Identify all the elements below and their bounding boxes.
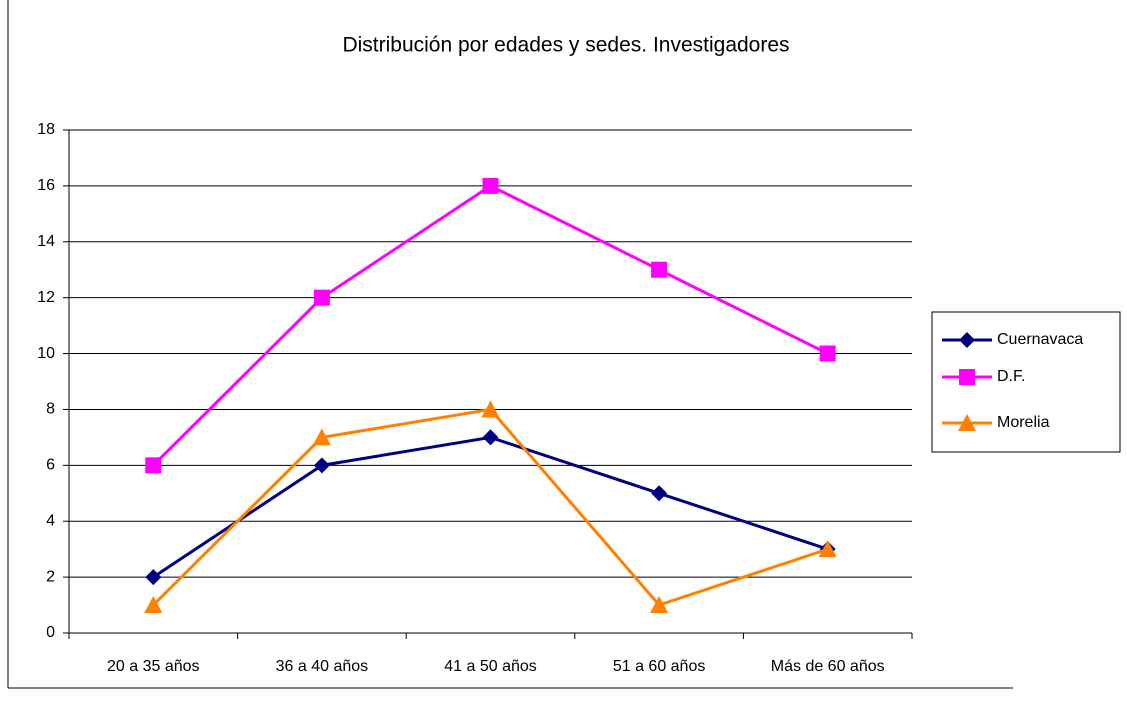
legend-label: D.F. [997, 368, 1025, 385]
data-point [313, 289, 330, 306]
legend-marker [959, 369, 975, 385]
legend-marker [958, 414, 976, 431]
data-point [651, 261, 668, 278]
data-point [313, 457, 330, 474]
data-point [481, 400, 500, 418]
data-point [650, 596, 669, 614]
data-point [819, 345, 836, 362]
chart-title: Distribución por edades y sedes. Investi… [342, 34, 789, 57]
x-tick-label: 36 a 40 años [276, 658, 369, 675]
data-point [818, 540, 837, 558]
y-tick-label: 4 [46, 512, 55, 529]
x-tick-label: 41 a 50 años [444, 658, 537, 675]
y-tick-label: 0 [46, 624, 55, 641]
y-tick-label: 16 [37, 177, 55, 194]
data-point [145, 569, 162, 586]
y-tick-label: 18 [37, 121, 55, 138]
data-point [482, 429, 499, 446]
y-tick-label: 14 [37, 233, 55, 250]
data-point [144, 596, 163, 614]
legend-label: Cuernavaca [997, 331, 1083, 348]
series-line [152, 184, 829, 467]
y-tick-label: 12 [37, 289, 55, 306]
x-tick-label: Más de 60 años [771, 658, 885, 675]
y-tick-label: 10 [37, 345, 55, 362]
y-tick-label: 8 [46, 401, 55, 418]
data-point [145, 457, 162, 474]
y-tick-label: 2 [46, 568, 55, 585]
data-point [651, 485, 668, 502]
x-tick-label: 51 a 60 años [613, 658, 706, 675]
y-tick-label: 6 [46, 457, 55, 474]
series-line [152, 435, 829, 579]
legend-marker [959, 332, 975, 348]
legend-label: Morelia [997, 414, 1050, 431]
data-point [312, 428, 331, 446]
data-point [482, 177, 499, 194]
x-tick-label: 20 a 35 años [107, 658, 200, 675]
